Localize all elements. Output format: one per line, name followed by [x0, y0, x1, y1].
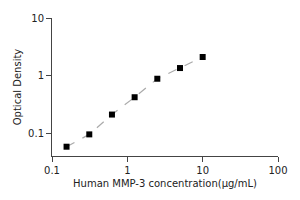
svg-text:1: 1 [124, 165, 130, 176]
svg-text:0.1: 0.1 [28, 128, 44, 139]
svg-text:10: 10 [196, 165, 209, 176]
svg-text:0.1: 0.1 [44, 165, 60, 176]
svg-text:Human MMP-3 concentration(μg/m: Human MMP-3 concentration(μg/mL) [73, 178, 257, 189]
svg-text:10: 10 [31, 13, 44, 24]
svg-text:100: 100 [268, 165, 287, 176]
svg-text:1: 1 [38, 70, 44, 81]
svg-text:Optical Density: Optical Density [12, 49, 23, 126]
